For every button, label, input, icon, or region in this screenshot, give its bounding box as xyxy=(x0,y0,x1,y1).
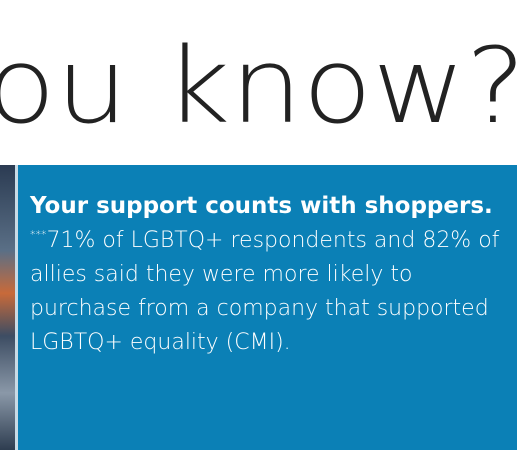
footnote-marker: *** xyxy=(30,228,47,241)
page: {"heading": "ou know?", "callout": {"lea… xyxy=(0,0,530,450)
callout-body: 71% of LGBTQ+ respondents and 82% of all… xyxy=(30,228,499,355)
callout-lead: Your support counts with shoppers. xyxy=(30,193,493,219)
heading-area: ou know? xyxy=(0,0,530,160)
callout-text: Your support counts with shoppers. ***71… xyxy=(30,189,500,360)
photo-strip xyxy=(0,165,15,450)
heading: ou know? xyxy=(0,25,526,147)
callout-box: Your support counts with shoppers. ***71… xyxy=(15,165,517,450)
